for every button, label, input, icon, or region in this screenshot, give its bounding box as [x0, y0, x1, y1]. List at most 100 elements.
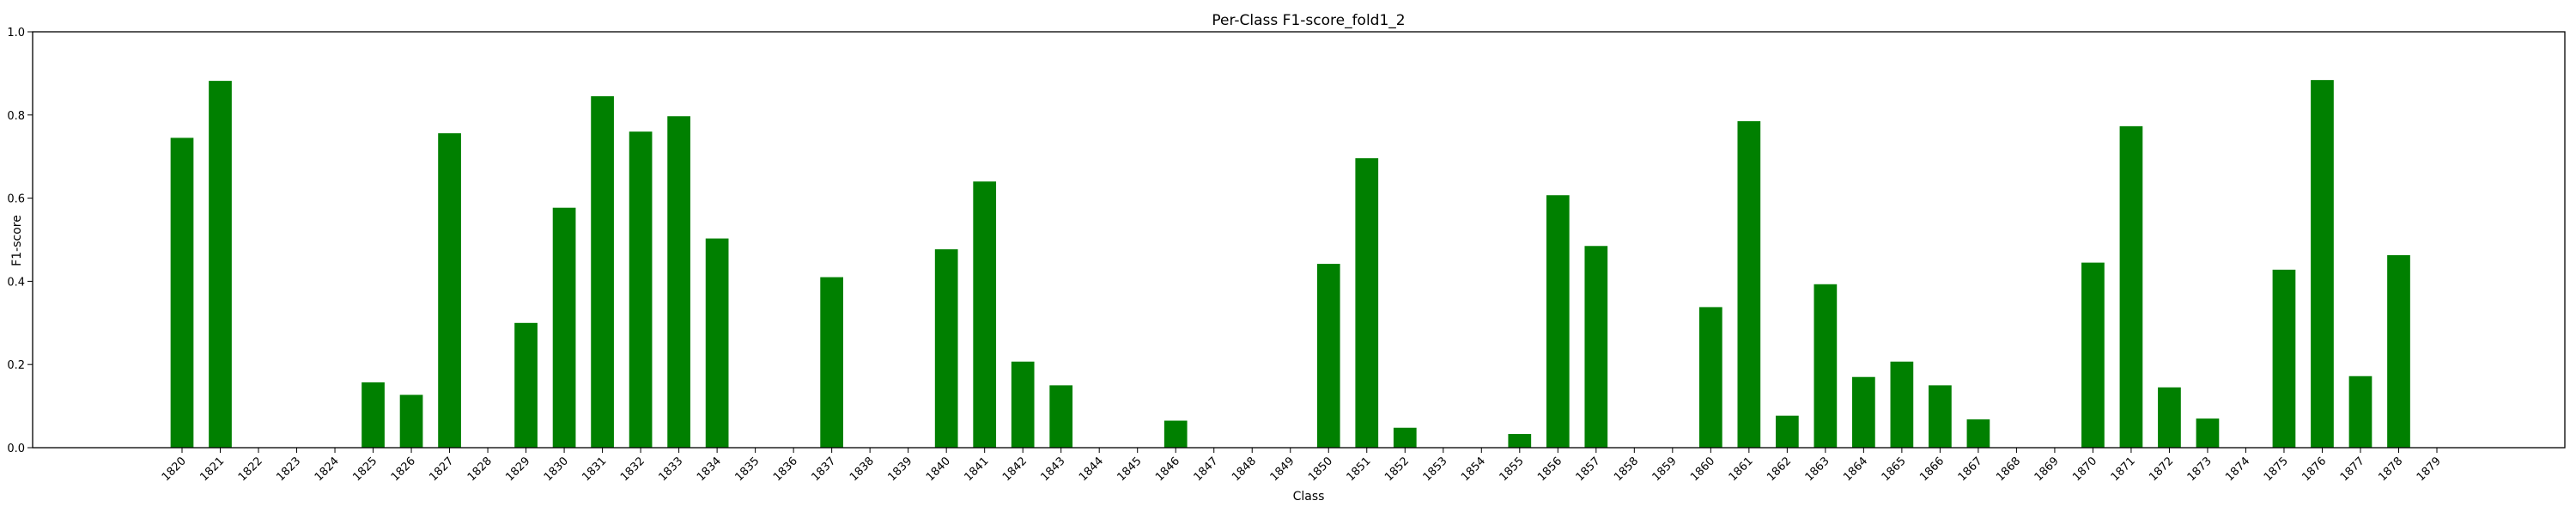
bar-1865 — [1890, 361, 1914, 448]
bar-1870 — [2081, 262, 2105, 448]
bar-1825 — [361, 382, 385, 448]
bar-1878 — [2387, 254, 2410, 448]
bar-1871 — [2119, 125, 2143, 448]
bar-1837 — [820, 277, 843, 448]
chart-title: Per-Class F1-score_fold1_2 — [1212, 12, 1405, 29]
x-axis-ticks: 1820 1821 1822 1823 1824 1825 1826 1827 1828 1829… — [160, 448, 2444, 484]
bar-1830 — [552, 207, 576, 449]
x-tick-label-1874: 1874 — [2223, 455, 2252, 484]
x-tick-label-1861: 1861 — [1727, 455, 1756, 484]
x-tick-label-1841: 1841 — [963, 455, 992, 484]
x-tick-label-1847: 1847 — [1192, 455, 1221, 484]
bar-1846 — [1163, 420, 1188, 448]
y-axis-ticks: 0.0 0.2 0.4 0.6 0.8 1.0 — [7, 27, 33, 455]
x-tick-label-1864: 1864 — [1841, 455, 1870, 484]
y-tick-label-0.2: 0.2 — [7, 359, 25, 372]
x-tick-label-1853: 1853 — [1421, 455, 1450, 484]
y-axis-label: F1-score — [10, 215, 24, 266]
x-tick-label-1873: 1873 — [2185, 455, 2215, 484]
x-tick-label-1848: 1848 — [1230, 455, 1259, 484]
x-tick-label-1833: 1833 — [656, 455, 685, 484]
x-tick-label-1878: 1878 — [2376, 455, 2405, 484]
bar-1833 — [667, 116, 690, 448]
y-tick-label-0.6: 0.6 — [7, 193, 25, 206]
x-tick-label-1876: 1876 — [2300, 455, 2329, 484]
x-tick-label-1851: 1851 — [1345, 455, 1374, 484]
bar-1866 — [1929, 385, 1952, 448]
x-tick-label-1854: 1854 — [1459, 455, 1488, 484]
x-tick-label-1827: 1827 — [427, 455, 456, 484]
x-tick-label-1823: 1823 — [274, 455, 303, 484]
bar-1862 — [1776, 415, 1799, 448]
y-tick-label-0.4: 0.4 — [7, 276, 25, 289]
x-tick-label-1870: 1870 — [2070, 455, 2099, 484]
x-tick-label-1872: 1872 — [2147, 455, 2176, 484]
x-tick-label-1825: 1825 — [350, 455, 380, 484]
bar-1842 — [1011, 361, 1035, 448]
x-tick-label-1871: 1871 — [2109, 455, 2138, 484]
bar-1841 — [973, 181, 997, 449]
x-tick-label-1837: 1837 — [809, 455, 838, 484]
x-tick-label-1826: 1826 — [389, 455, 418, 484]
bar-1864 — [1852, 376, 1875, 448]
bar-1852 — [1393, 427, 1417, 448]
x-tick-label-1831: 1831 — [580, 455, 609, 484]
bar-1851 — [1355, 158, 1379, 448]
bar-1857 — [1584, 246, 1608, 448]
x-tick-label-1862: 1862 — [1765, 455, 1794, 484]
x-tick-label-1855: 1855 — [1498, 455, 1527, 484]
bar-1875 — [2272, 269, 2296, 448]
x-tick-label-1846: 1846 — [1153, 455, 1182, 484]
bar-1855 — [1508, 434, 1532, 448]
x-tick-label-1836: 1836 — [771, 455, 800, 484]
bar-1840 — [934, 249, 958, 448]
y-tick-label-0.0: 0.0 — [7, 443, 25, 455]
x-tick-label-1824: 1824 — [313, 455, 342, 484]
x-tick-label-1860: 1860 — [1688, 455, 1717, 484]
plot-frame — [32, 31, 2566, 449]
y-tick-label-0.8: 0.8 — [7, 110, 25, 123]
x-tick-label-1877: 1877 — [2338, 455, 2367, 484]
x-tick-label-1828: 1828 — [465, 455, 495, 484]
x-tick-label-1832: 1832 — [618, 455, 647, 484]
bar-1843 — [1049, 385, 1073, 448]
x-tick-label-1865: 1865 — [1880, 455, 1909, 484]
x-tick-label-1875: 1875 — [2262, 455, 2291, 484]
x-tick-label-1835: 1835 — [732, 455, 762, 484]
x-tick-label-1858: 1858 — [1612, 455, 1641, 484]
x-tick-label-1839: 1839 — [885, 455, 914, 484]
bar-1872 — [2158, 387, 2181, 448]
bar-1821 — [209, 81, 232, 449]
x-tick-label-1845: 1845 — [1115, 455, 1145, 484]
bar-1873 — [2196, 418, 2220, 448]
x-tick-label-1868: 1868 — [1994, 455, 2023, 484]
x-axis-label: Class — [1293, 490, 1325, 504]
x-tick-label-1840: 1840 — [924, 455, 953, 484]
bar-1820 — [170, 137, 194, 449]
bar-1867 — [1966, 419, 1990, 448]
x-tick-label-1842: 1842 — [1000, 455, 1030, 484]
x-tick-label-1830: 1830 — [542, 455, 571, 484]
bar-1861 — [1737, 121, 1761, 448]
x-tick-label-1859: 1859 — [1650, 455, 1680, 484]
x-tick-label-1849: 1849 — [1268, 455, 1297, 484]
x-tick-label-1856: 1856 — [1535, 455, 1564, 484]
x-tick-label-1821: 1821 — [197, 455, 227, 484]
x-tick-label-1822: 1822 — [236, 455, 265, 484]
bar-1860 — [1698, 307, 1722, 448]
bar-1856 — [1546, 195, 1570, 448]
y-tick-label-1.0: 1.0 — [7, 27, 25, 40]
x-tick-label-1867: 1867 — [1956, 455, 1985, 484]
bar-1850 — [1316, 264, 1340, 448]
x-tick-label-1852: 1852 — [1382, 455, 1412, 484]
x-tick-label-1838: 1838 — [848, 455, 877, 484]
x-tick-label-1863: 1863 — [1803, 455, 1832, 484]
bar-1831 — [591, 96, 614, 449]
x-tick-label-1829: 1829 — [503, 455, 532, 484]
x-tick-label-1857: 1857 — [1574, 455, 1603, 484]
bar-1829 — [514, 322, 538, 448]
bar-1832 — [629, 131, 653, 448]
x-tick-label-1869: 1869 — [2032, 455, 2062, 484]
